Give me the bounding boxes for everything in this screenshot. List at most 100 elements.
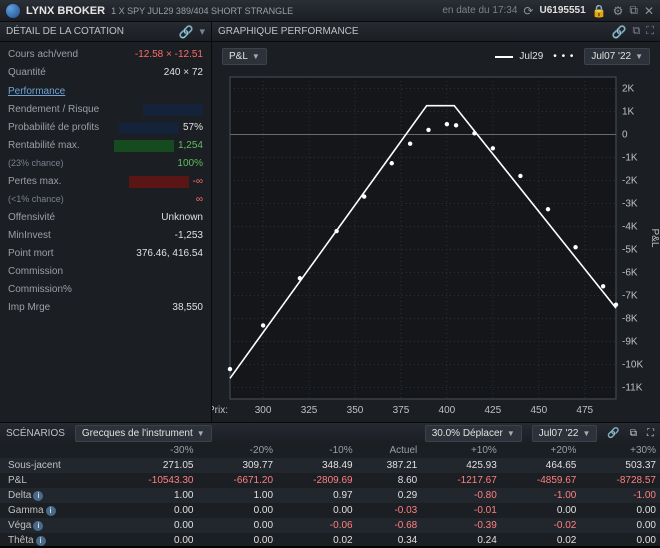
close-icon[interactable]: ✕	[644, 4, 654, 18]
link-icon[interactable]: 🔗	[607, 428, 619, 439]
greeks-dropdown[interactable]: Grecques de l'instrument▼	[75, 425, 212, 442]
prob-label: Probabilité de profits	[8, 119, 99, 137]
scenarios-table: -30%-20%-10%Actuel+10%+20%+30%Sous-jacen…	[0, 443, 660, 548]
svg-text:375: 375	[393, 405, 410, 416]
svg-text:350: 350	[347, 405, 364, 416]
qty-label: Quantité	[8, 64, 46, 82]
performance-link[interactable]: Performance	[8, 86, 203, 97]
maxloss-sub: (<1% chance)	[8, 190, 64, 208]
info-icon[interactable]: i	[33, 491, 43, 501]
scenarios-panel: SCÉNARIOS Grecques de l'instrument▼ 30.0…	[0, 422, 660, 546]
maxret-sub: (23% chance)	[8, 154, 64, 172]
app-logo	[6, 4, 20, 18]
svg-text:-8K: -8K	[622, 314, 638, 325]
maxloss-label: Pertes max.	[8, 173, 61, 191]
expand-icon[interactable]: ⛶	[647, 428, 654, 439]
svg-text:-1K: -1K	[622, 153, 638, 164]
col-header: Actuel	[357, 443, 422, 458]
svg-text:450: 450	[530, 405, 547, 416]
col-header: +30%	[580, 443, 660, 458]
detach-icon[interactable]: ⧉	[630, 428, 637, 439]
expand-icon[interactable]: ⛶	[646, 25, 654, 38]
table-row: Végai0.000.00-0.06-0.68-0.39-0.020.00	[0, 518, 660, 533]
table-row: P&L-10543.30-6671.20-2809.698.60-1217.67…	[0, 473, 660, 488]
prob-value: 57%	[183, 119, 203, 137]
col-header: -30%	[109, 443, 198, 458]
yaxis-dropdown[interactable]: P&L▼	[222, 48, 267, 65]
maxloss-value: -∞	[193, 173, 203, 191]
chart-title: GRAPHIQUE PERFORMANCE	[218, 26, 359, 37]
link-icon[interactable]: 🔗	[179, 25, 194, 39]
col-header: +20%	[501, 443, 581, 458]
svg-text:0: 0	[622, 130, 628, 141]
bidask-label: Cours ach/vend	[8, 46, 78, 64]
info-icon[interactable]: i	[36, 536, 46, 546]
impm-value: 38,550	[172, 299, 203, 317]
detach-icon[interactable]: ⧉	[629, 3, 638, 18]
account-number: U6195551	[539, 5, 585, 16]
svg-text:-4K: -4K	[622, 222, 638, 233]
impm-label: Imp Mrge	[8, 299, 50, 317]
svg-text:-5K: -5K	[622, 245, 638, 256]
be-label: Point mort	[8, 245, 54, 263]
svg-text:425: 425	[485, 405, 502, 416]
info-icon[interactable]: i	[33, 521, 43, 531]
quote-panel: DÉTAIL DE LA COTATION 🔗 ▾ Cours ach/vend…	[0, 22, 212, 422]
link-icon[interactable]: 🔗	[611, 25, 626, 39]
svg-text:300: 300	[255, 405, 272, 416]
info-icon[interactable]: i	[46, 506, 56, 516]
table-row: Gammai0.000.000.00-0.03-0.010.000.00	[0, 503, 660, 518]
svg-text:-6K: -6K	[622, 268, 638, 279]
qty-value: 240 × 72	[164, 64, 203, 82]
maxret-bar	[114, 140, 174, 152]
pnl-chart: 2K1K0-1K-2K-3K-4K-5K-6K-7K-8K-9K-10K-11K…	[212, 71, 660, 423]
move-dropdown[interactable]: 30.0% Déplacer▼	[425, 425, 522, 442]
off-value: Unknown	[161, 209, 203, 227]
comm-label: Commission	[8, 263, 63, 281]
col-header: -10%	[277, 443, 357, 458]
detach-icon[interactable]: ⧉	[632, 25, 640, 38]
lock-icon[interactable]: 🔒	[592, 4, 607, 18]
svg-text:Prix:: Prix:	[212, 405, 228, 416]
svg-text:-7K: -7K	[622, 291, 638, 302]
svg-text:400: 400	[439, 405, 456, 416]
scenarios-title: SCÉNARIOS	[6, 428, 65, 439]
maxloss-bar	[129, 176, 189, 188]
timestamp: en date du 17:34	[442, 5, 517, 16]
svg-text:-3K: -3K	[622, 199, 638, 210]
table-row: Sous-jacent271.05309.77348.49387.21425.9…	[0, 458, 660, 473]
maxloss-pct: ∞	[196, 191, 203, 209]
maxret-value: 1,254	[178, 137, 203, 155]
svg-text:475: 475	[576, 405, 593, 416]
rr-bar	[143, 104, 203, 116]
collapse-icon[interactable]: ▾	[199, 25, 205, 38]
maxret-label: Rentabilité max.	[8, 137, 80, 155]
bidask-value: -12.58 × -12.51	[135, 46, 203, 64]
commp-label: Commission%	[8, 281, 72, 299]
svg-text:1K: 1K	[622, 107, 635, 118]
col-header: -20%	[197, 443, 277, 458]
svg-text:325: 325	[301, 405, 318, 416]
svg-text:-11K: -11K	[622, 383, 643, 394]
mininv-value: -1,253	[175, 227, 203, 245]
rr-label: Rendement / Risque	[8, 101, 99, 119]
position-desc: 1 X SPY JUL29 389/404 SHORT STRANGLE	[111, 6, 293, 16]
table-row: Deltai1.001.000.970.29-0.80-1.00-1.00	[0, 488, 660, 503]
svg-text:-10K: -10K	[622, 360, 643, 371]
refresh-icon[interactable]: ⟳	[523, 4, 533, 18]
quote-header: DÉTAIL DE LA COTATION 🔗 ▾	[0, 22, 211, 42]
brand: LYNX BROKER	[26, 5, 105, 17]
svg-text:-2K: -2K	[622, 176, 638, 187]
legend-jul29: Jul29	[495, 51, 543, 62]
chart-header: GRAPHIQUE PERFORMANCE 🔗 ⧉ ⛶	[212, 22, 660, 42]
quote-title: DÉTAIL DE LA COTATION	[6, 26, 124, 37]
col-header: +10%	[421, 443, 501, 458]
date-dropdown[interactable]: Jul07 '22▼	[584, 48, 650, 65]
off-label: Offensivité	[8, 209, 55, 227]
performance-panel: GRAPHIQUE PERFORMANCE 🔗 ⧉ ⛶ P&L▼ Jul29 J…	[212, 22, 660, 422]
scenario-date-dropdown[interactable]: Jul07 '22▼	[532, 425, 598, 442]
mininv-label: MinInvest	[8, 227, 51, 245]
maxret-pct: 100%	[177, 155, 203, 173]
settings-icon[interactable]: ⚙	[613, 4, 624, 18]
be-value: 376.46, 416.54	[136, 245, 203, 263]
